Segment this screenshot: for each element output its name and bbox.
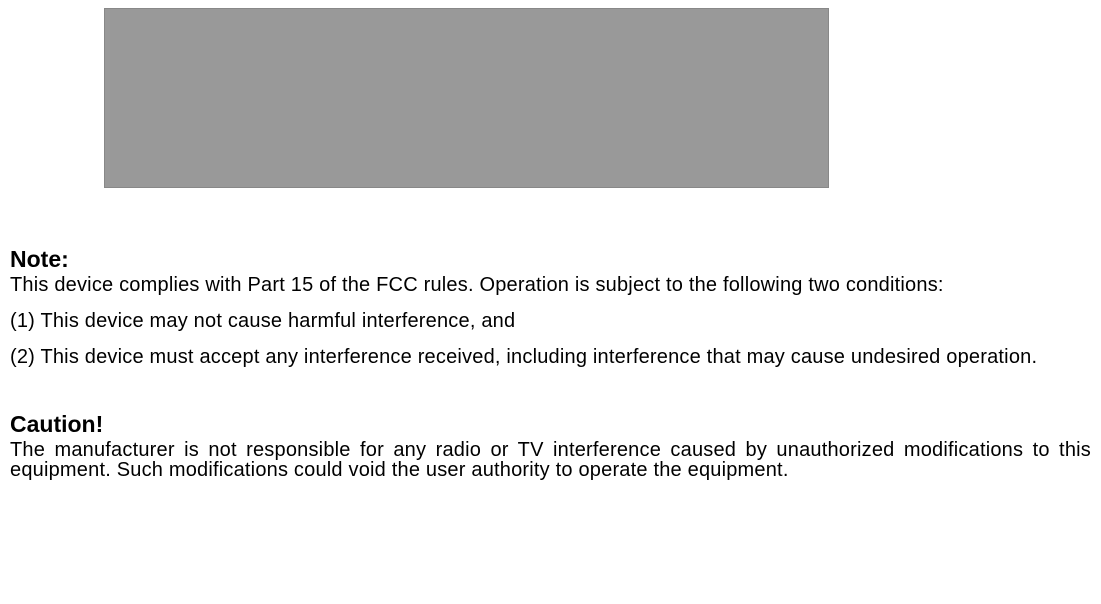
note-paragraph-1: This device complies with Part 15 of the…	[10, 275, 1091, 295]
note-paragraph-3: (2) This device must accept any interfer…	[10, 347, 1091, 367]
note-paragraph-2: (1) This device may not cause harmful in…	[10, 311, 1091, 331]
caution-heading: Caution!	[10, 411, 1091, 438]
image-placeholder-box	[104, 8, 829, 188]
caution-paragraph-1: The manufacturer is not responsible for …	[10, 440, 1091, 480]
note-heading: Note:	[10, 246, 1091, 273]
